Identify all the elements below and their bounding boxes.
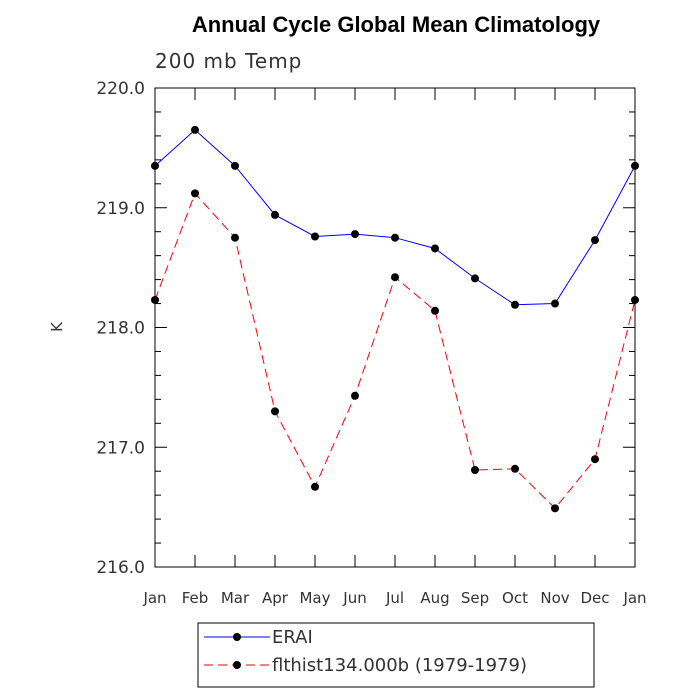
- x-tick-label: Nov: [540, 589, 569, 607]
- series-0-point: [151, 161, 159, 170]
- x-tick-label: Aug: [420, 589, 449, 607]
- series-layer: [151, 125, 639, 513]
- x-tick-label: Apr: [262, 589, 289, 607]
- series-0-point: [471, 274, 479, 283]
- series-1-point: [631, 295, 639, 304]
- series-1-point: [191, 189, 199, 198]
- y-tick-label: 216.0: [96, 558, 145, 578]
- series-1-point: [311, 482, 319, 491]
- x-tick-label: Oct: [502, 589, 528, 607]
- x-tick-label: Jan: [622, 589, 646, 607]
- x-tick-label: May: [299, 589, 330, 607]
- series-0-point: [431, 244, 439, 253]
- series-1-point: [231, 233, 239, 242]
- legend-frame: [197, 622, 595, 688]
- legend-swatch-marker-erai: [233, 633, 241, 641]
- y-tick-label: 217.0: [96, 438, 145, 458]
- x-axis-ticks: Jan Feb Mar Apr May Jun Jul Aug Sep Oct Nov Dec Jan: [142, 88, 647, 607]
- legend-label-flthist: flthist134.000b (1979-1979): [272, 655, 527, 676]
- series-1-point: [151, 295, 159, 304]
- series-1-point: [511, 464, 519, 473]
- legend: ERAI flthist134.000b (1979-1979): [197, 622, 595, 688]
- x-tick-label: Dec: [580, 589, 609, 607]
- x-tick-label: Feb: [182, 589, 209, 607]
- series-1-point: [391, 273, 399, 282]
- series-0-point: [191, 125, 199, 134]
- series-0-point: [231, 161, 239, 170]
- series-0-point: [631, 161, 639, 170]
- chart-subtitle: 200 mb Temp: [155, 49, 302, 73]
- plot-frame: [154, 87, 636, 568]
- series-0-point: [391, 233, 399, 242]
- series-0-point: [351, 230, 359, 239]
- series-0-point: [551, 299, 559, 308]
- series-0-point: [271, 210, 279, 219]
- legend-label-erai: ERAI: [272, 627, 313, 648]
- x-tick-label: Jul: [385, 589, 404, 607]
- y-axis-label: K: [48, 321, 66, 332]
- y-tick-label: 219.0: [96, 199, 145, 219]
- y-axis-ticks: 216.0 217.0 218.0 219.0 220.0: [96, 79, 635, 578]
- chart-title: Annual Cycle Global Mean Climatology: [192, 12, 601, 37]
- series-1-point: [431, 306, 439, 315]
- y-tick-label: 218.0: [96, 319, 145, 339]
- series-1-point: [351, 391, 359, 400]
- series-0-point: [591, 236, 599, 245]
- x-tick-label: Jun: [342, 589, 366, 607]
- series-0-point: [511, 300, 519, 309]
- legend-swatch-marker-flthist: [233, 661, 241, 669]
- series-1-point: [551, 504, 559, 513]
- x-tick-label: Mar: [221, 589, 250, 607]
- series-0-point: [311, 232, 319, 241]
- series-1-point: [471, 466, 479, 475]
- y-tick-label: 220.0: [96, 79, 145, 99]
- series-1-point: [271, 407, 279, 416]
- x-tick-label: Jan: [142, 589, 166, 607]
- x-tick-label: Sep: [461, 589, 489, 607]
- series-1-point: [591, 455, 599, 464]
